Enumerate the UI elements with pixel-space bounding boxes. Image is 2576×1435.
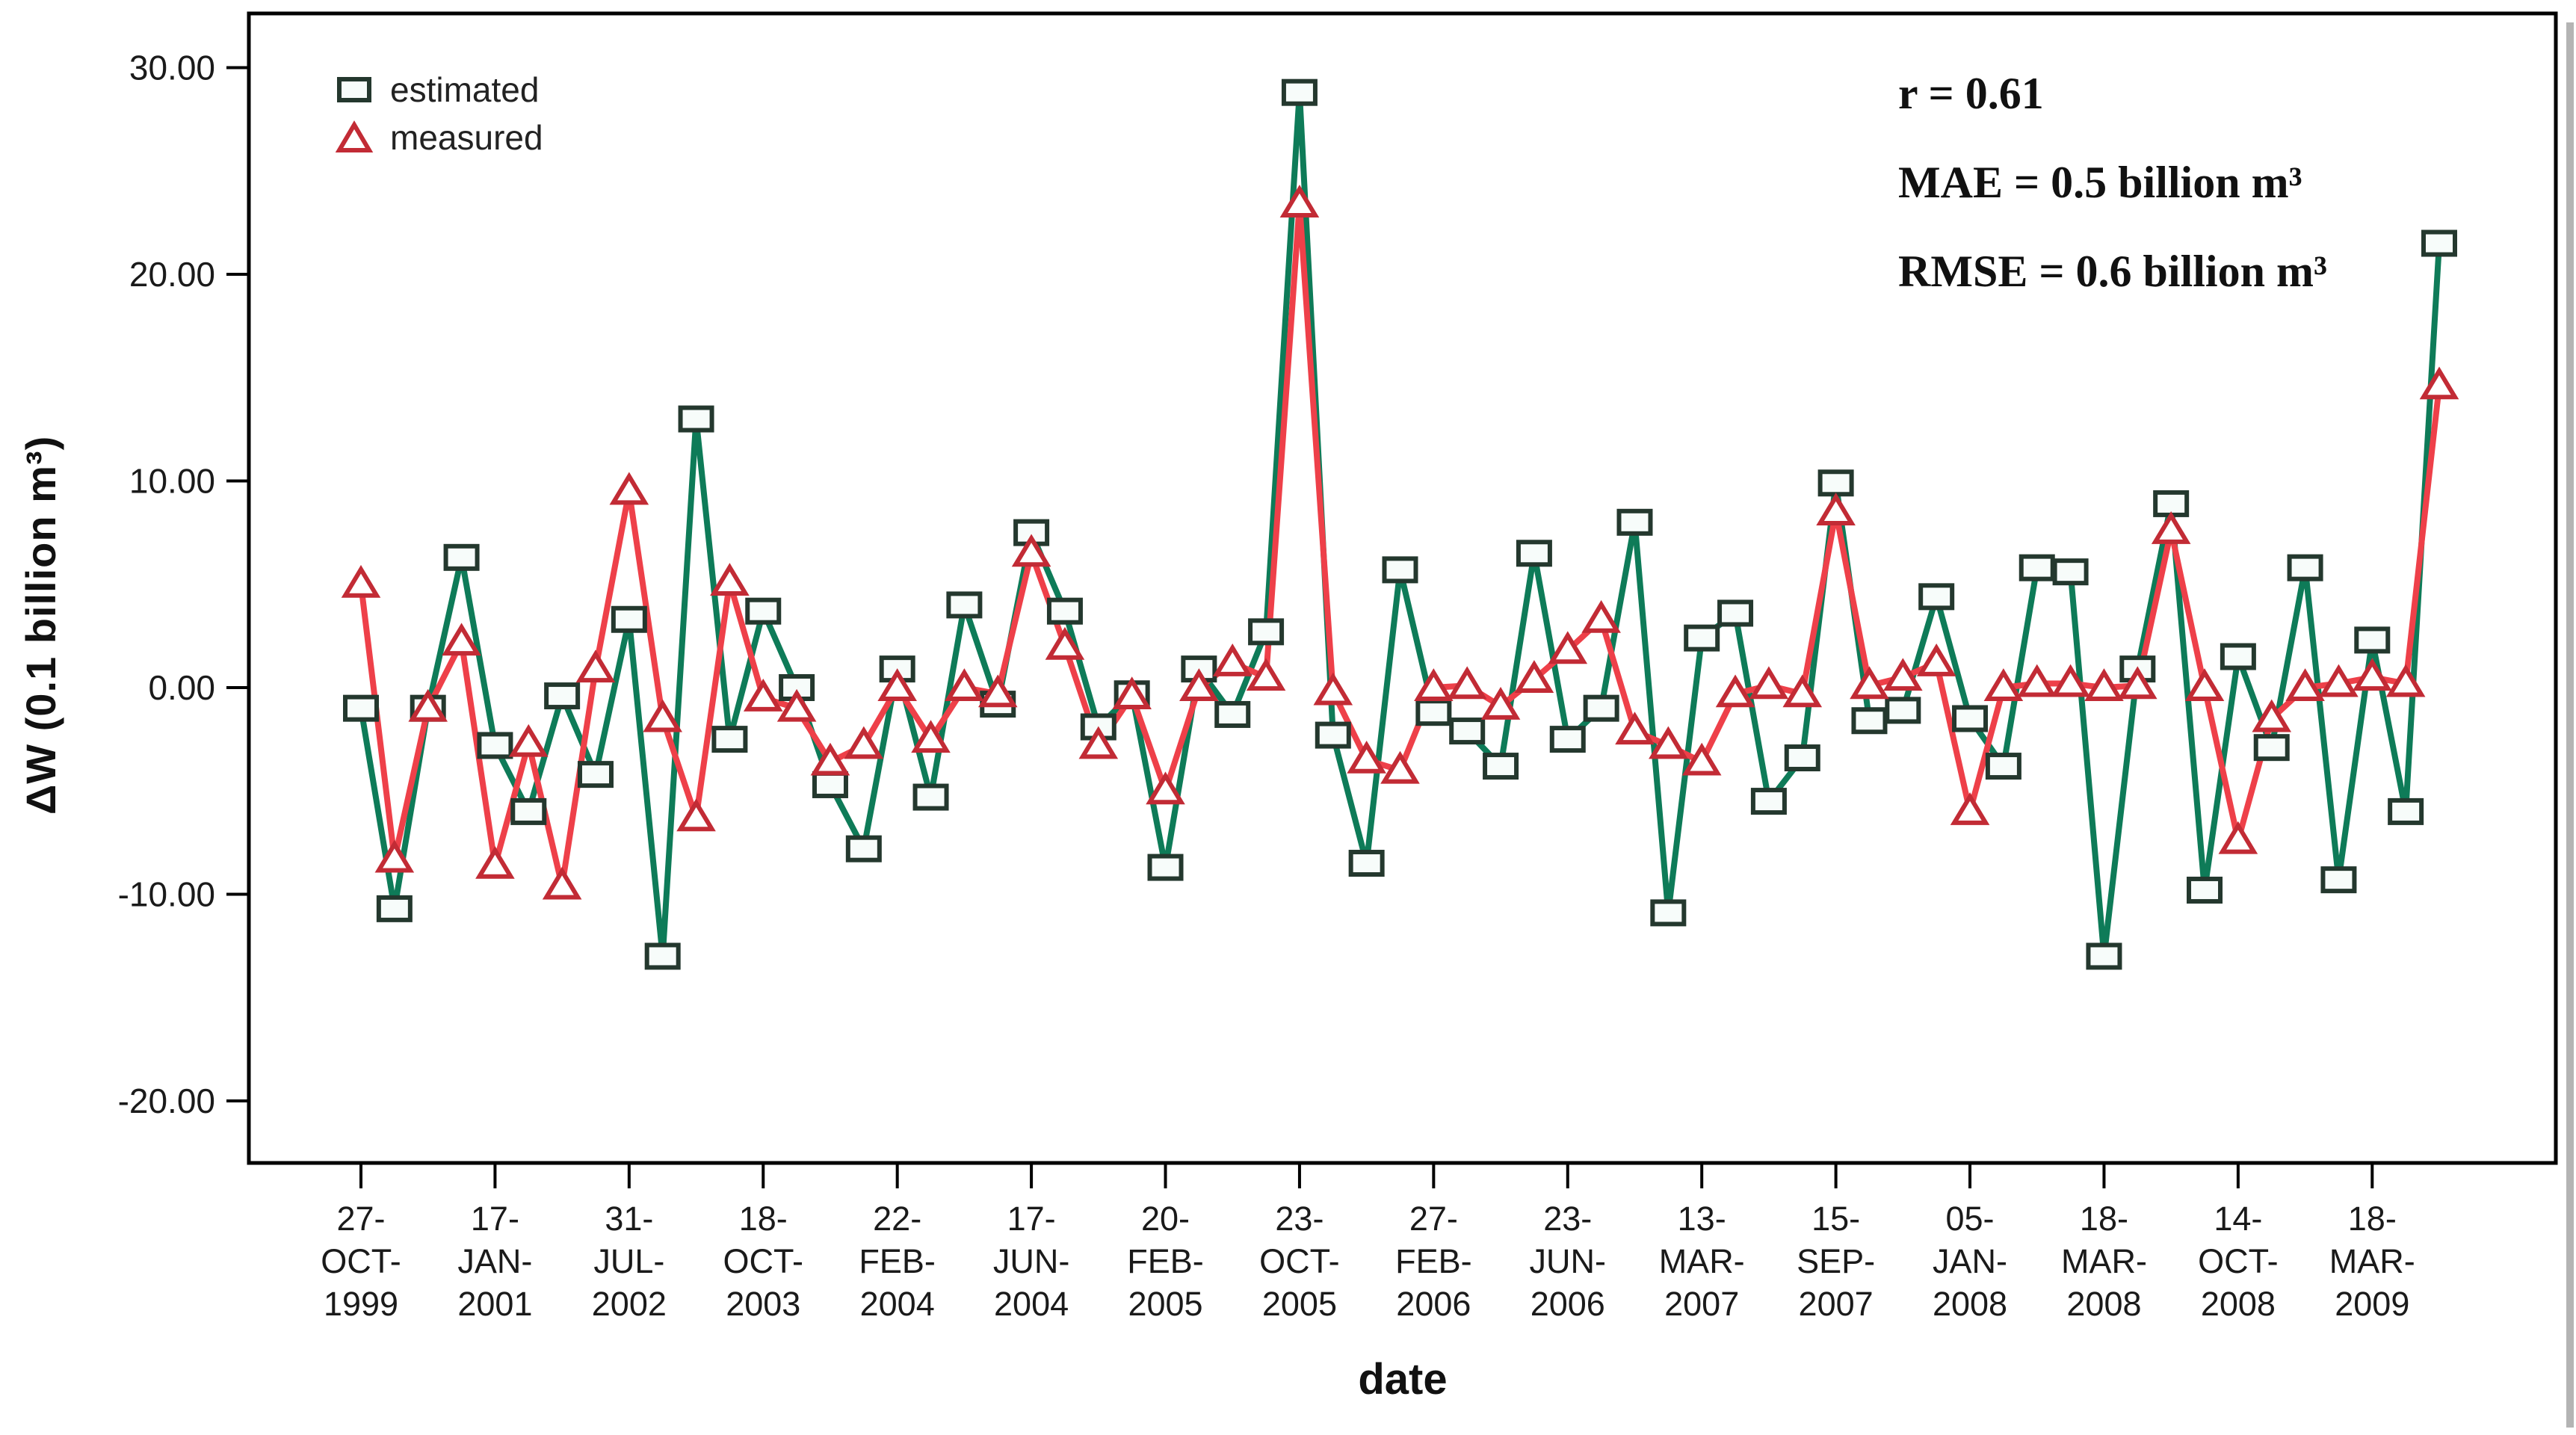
svg-text:JAN-: JAN- xyxy=(457,1242,532,1280)
svg-text:2008: 2008 xyxy=(2066,1285,2141,1323)
svg-text:JUN-: JUN- xyxy=(1530,1242,1606,1280)
svg-text:JAN-: JAN- xyxy=(1933,1242,2007,1280)
svg-text:31-: 31- xyxy=(605,1200,653,1238)
svg-text:23-: 23- xyxy=(1543,1200,1592,1238)
svg-text:FEB-: FEB- xyxy=(1395,1242,1472,1280)
stat-mae: MAE = 0.5 billion m³ xyxy=(1898,158,2302,207)
svg-text:10.00: 10.00 xyxy=(129,462,215,501)
svg-text:18-: 18- xyxy=(739,1200,788,1238)
svg-text:2005: 2005 xyxy=(1262,1285,1337,1323)
frame-shadow xyxy=(2566,22,2574,1428)
svg-text:FEB-: FEB- xyxy=(1127,1242,1204,1280)
svg-text:2004: 2004 xyxy=(994,1285,1069,1323)
svg-text:OCT-: OCT- xyxy=(723,1242,804,1280)
svg-text:2006: 2006 xyxy=(1531,1285,1605,1323)
svg-text:OCT-: OCT- xyxy=(1259,1242,1340,1280)
svg-text:0.00: 0.00 xyxy=(148,668,215,707)
svg-text:OCT-: OCT- xyxy=(2198,1242,2279,1280)
svg-text:23-: 23- xyxy=(1275,1200,1323,1238)
legend-label-estimated: estimated xyxy=(390,70,540,109)
svg-text:15-: 15- xyxy=(1811,1200,1860,1238)
svg-text:-20.00: -20.00 xyxy=(118,1081,215,1120)
svg-text:2006: 2006 xyxy=(1396,1285,1471,1323)
legend-label-measured: measured xyxy=(390,118,543,157)
triangle-marker-icon xyxy=(335,120,374,152)
svg-text:30.00: 30.00 xyxy=(129,49,215,87)
svg-text:18-: 18- xyxy=(2080,1200,2128,1238)
svg-text:22-: 22- xyxy=(873,1200,921,1238)
svg-text:MAR-: MAR- xyxy=(2061,1242,2147,1280)
svg-text:05-: 05- xyxy=(1946,1200,1995,1238)
svg-text:2008: 2008 xyxy=(2201,1285,2276,1323)
svg-text:2003: 2003 xyxy=(726,1285,800,1323)
svg-text:1999: 1999 xyxy=(324,1285,398,1323)
y-axis-title: ΔW (0.1 billion m³) xyxy=(17,435,64,815)
svg-text:2009: 2009 xyxy=(2335,1285,2409,1323)
svg-text:2001: 2001 xyxy=(457,1285,532,1323)
svg-text:27-: 27- xyxy=(1409,1200,1458,1238)
svg-text:17-: 17- xyxy=(1007,1200,1056,1238)
square-marker-icon xyxy=(337,77,371,102)
svg-text:27-: 27- xyxy=(336,1200,385,1238)
svg-text:13-: 13- xyxy=(1678,1200,1726,1238)
legend-item-measured: measured xyxy=(335,114,543,161)
x-axis-title: date xyxy=(1358,1355,1448,1404)
svg-text:JUL-: JUL- xyxy=(593,1242,664,1280)
svg-text:MAR-: MAR- xyxy=(1659,1242,1745,1280)
legend-item-estimated: estimated xyxy=(335,66,543,114)
svg-text:JUN-: JUN- xyxy=(993,1242,1069,1280)
svg-text:2007: 2007 xyxy=(1799,1285,1874,1323)
stat-r: r = 0.61 xyxy=(1898,69,2044,118)
svg-text:MAR-: MAR- xyxy=(2329,1242,2415,1280)
stat-rmse: RMSE = 0.6 billion m³ xyxy=(1898,247,2327,296)
svg-text:20-: 20- xyxy=(1141,1200,1190,1238)
svg-text:2008: 2008 xyxy=(1933,1285,2007,1323)
svg-text:OCT-: OCT- xyxy=(321,1242,401,1280)
svg-text:20.00: 20.00 xyxy=(129,255,215,294)
svg-text:SEP-: SEP- xyxy=(1797,1242,1875,1280)
svg-text:2005: 2005 xyxy=(1128,1285,1202,1323)
svg-text:2004: 2004 xyxy=(860,1285,935,1323)
legend: estimated measured xyxy=(335,66,543,161)
svg-text:17-: 17- xyxy=(471,1200,519,1238)
svg-text:18-: 18- xyxy=(2348,1200,2397,1238)
svg-text:FEB-: FEB- xyxy=(859,1242,936,1280)
svg-text:2007: 2007 xyxy=(1664,1285,1739,1323)
svg-text:2002: 2002 xyxy=(592,1285,667,1323)
stats-annotation: r = 0.61 MAE = 0.5 billion m³ RMSE = 0.6… xyxy=(1898,49,2327,316)
svg-text:14-: 14- xyxy=(2214,1200,2262,1238)
svg-text:-10.00: -10.00 xyxy=(118,875,215,914)
